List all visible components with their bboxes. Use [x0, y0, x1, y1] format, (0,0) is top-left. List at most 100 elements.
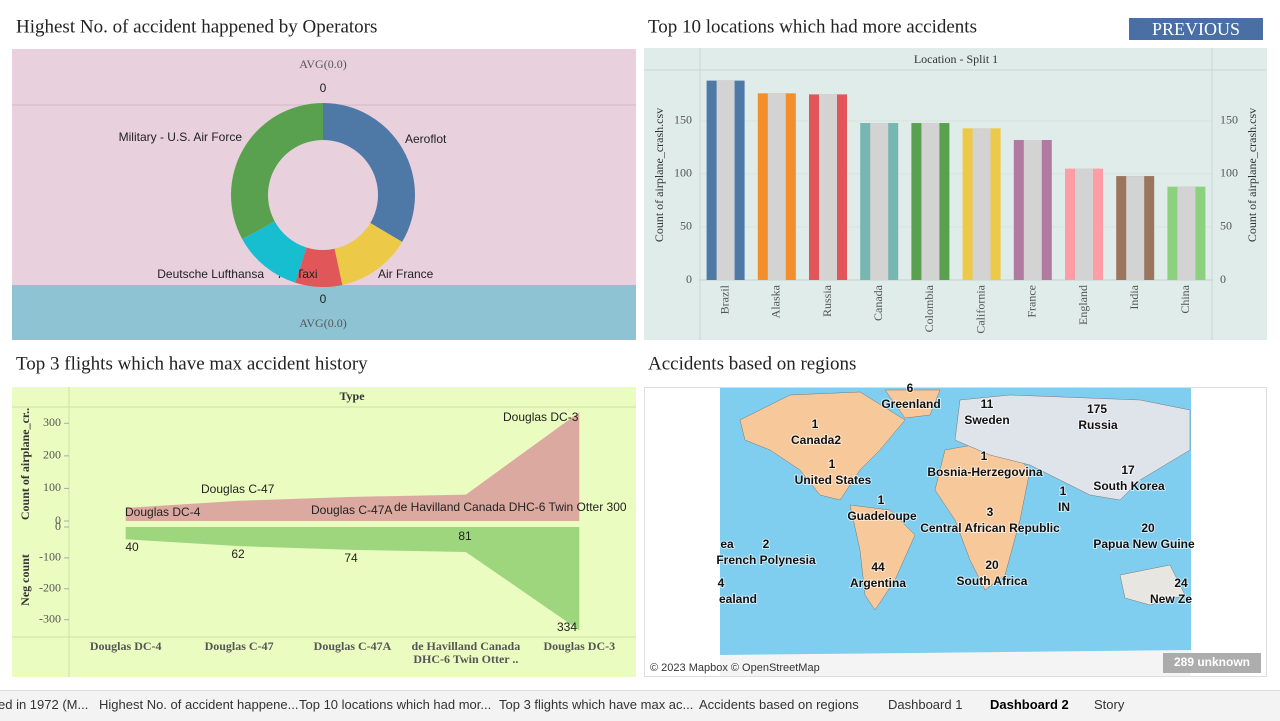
map-region: ea: [720, 537, 734, 551]
tab[interactable]: Dashboard 1: [888, 697, 963, 712]
point-label: de Havilland Canada DHC-6 Twin Otter 300: [394, 500, 627, 514]
unknown-count: 289 unknown: [1174, 655, 1250, 669]
tab[interactable]: ed in 1972 (M...: [0, 697, 89, 712]
map-region: New Ze: [1150, 592, 1192, 606]
land: [1119, 564, 1186, 606]
previous-button[interactable]: PREVIOUS: [1129, 18, 1263, 40]
y-tick-label: 150: [674, 113, 692, 127]
land: [739, 391, 906, 501]
map-title: Accidents based on regions: [648, 353, 856, 374]
bar-highlight: [1126, 176, 1145, 280]
slice-label: Deutsche Lufthansa: [157, 267, 264, 281]
tab[interactable]: Dashboard 2: [990, 697, 1069, 712]
map-region: Guadeloupe: [847, 509, 917, 523]
donut-slice: [230, 103, 323, 240]
map-count: 17: [1121, 463, 1135, 477]
area: [125, 527, 580, 631]
point-label: Douglas DC-4: [125, 505, 201, 519]
map-region: IN: [1058, 500, 1070, 514]
chart-title: Highest No. of accident happened by Oper…: [16, 16, 377, 37]
tab[interactable]: Highest No. of accident happene...: [99, 697, 299, 712]
y-axis-label: Count of airplane_cr..: [18, 408, 32, 520]
unknown-badge: [1163, 653, 1261, 673]
donut-slice: [295, 247, 343, 287]
dashboard: 289 unknown © 2023 Mapbox © OpenStreetMa…: [12, 16, 1267, 677]
y-tick-label: 0: [55, 519, 61, 533]
panel-header: Type: [339, 389, 365, 403]
value-label: 334: [557, 620, 577, 634]
bar-highlight: [1075, 168, 1093, 280]
land: [954, 394, 1191, 501]
y-tick-label: -200: [39, 581, 61, 595]
x-tick-label: Douglas C-47A: [313, 639, 392, 653]
x-tick-label: Douglas DC-3: [543, 639, 616, 653]
area: [125, 412, 580, 521]
tab-bar: ed in 1972 (M... Highest No. of accident …: [0, 690, 1280, 721]
value-label: 40: [125, 540, 139, 554]
slice-label: Military - U.S. Air Force: [119, 130, 243, 144]
map-count: 6: [907, 381, 914, 395]
panel-bg: [644, 48, 1267, 340]
map-region: French Polynesia: [716, 553, 816, 567]
map-region: Argentina: [850, 576, 906, 590]
map-count: 44: [871, 560, 885, 574]
panel-bg: [12, 49, 636, 285]
y-tick-label: 0: [55, 513, 61, 527]
map-count: 3: [987, 505, 994, 519]
x-tick-label: California: [973, 284, 987, 333]
y-tick-label: 150: [1220, 113, 1238, 127]
point-label: Douglas DC-3: [503, 410, 579, 424]
tab[interactable]: Story: [1094, 697, 1125, 712]
y-axis-label: Neg count: [18, 554, 32, 606]
map-count: 4: [718, 576, 725, 590]
bar-highlight: [716, 80, 735, 280]
axis-tick: 0: [320, 81, 327, 95]
x-tick-label: Canada: [871, 284, 885, 321]
tab[interactable]: Top 3 flights which have max ac...: [499, 697, 694, 712]
y-tick-label: 200: [43, 448, 61, 462]
donut-slice: [242, 221, 307, 283]
map-region: United States: [795, 473, 872, 487]
map-count: 24: [1174, 576, 1188, 590]
y-tick-label: 50: [1220, 219, 1232, 233]
map-region: Central African Republic: [920, 521, 1060, 535]
bar-highlight: [1023, 140, 1042, 280]
chart-title: Top 3 flights which have max accident hi…: [16, 353, 368, 374]
value-label: 81: [458, 529, 472, 543]
map-count: 1: [829, 457, 836, 471]
tab[interactable]: Accidents based on regions: [699, 697, 859, 712]
y-tick-label: 0: [1220, 272, 1226, 286]
map-region: Greenland: [881, 397, 940, 411]
attribution: © 2023 Mapbox © OpenStreetMap: [650, 662, 820, 674]
x-tick-label: Brazil: [717, 284, 731, 314]
axis-label: AVG(0.0): [299, 57, 346, 71]
donut-slice: [334, 223, 403, 285]
x-tick-label: Colombia: [922, 284, 936, 332]
x-tick-label: Alaska: [769, 284, 783, 318]
y-tick-label: 50: [680, 219, 692, 233]
y-tick-label: 0: [686, 272, 692, 286]
bar-highlight: [921, 123, 940, 280]
map-count: 1: [878, 493, 885, 507]
tab[interactable]: Top 10 locations which had mor...: [299, 697, 492, 712]
slice-label: Air France: [378, 267, 434, 281]
bar-highlight: [767, 93, 786, 280]
y-axis-label: Count of airplane_crash.csv: [652, 108, 666, 242]
map-count: 11: [981, 397, 994, 411]
y-axis-label: Count of airplane_crash.csv: [1245, 108, 1259, 242]
map-count: 20: [985, 558, 999, 572]
y-tick-label: -100: [39, 550, 61, 564]
land: [720, 650, 1191, 676]
bar-highlight: [972, 128, 991, 280]
panel-bg: [12, 285, 636, 340]
map-count: 1: [812, 417, 819, 431]
chart-title: Top 10 locations which had more accident…: [648, 16, 977, 37]
point-label: Douglas C-47: [201, 482, 275, 496]
y-tick-label: 300: [43, 415, 61, 429]
x-tick-label: Russia: [820, 284, 834, 317]
map-count: 1: [981, 449, 988, 463]
value-label: 74: [344, 551, 358, 565]
axis-tick: 0: [320, 292, 327, 306]
x-tick-label: Douglas C-47: [204, 639, 274, 653]
